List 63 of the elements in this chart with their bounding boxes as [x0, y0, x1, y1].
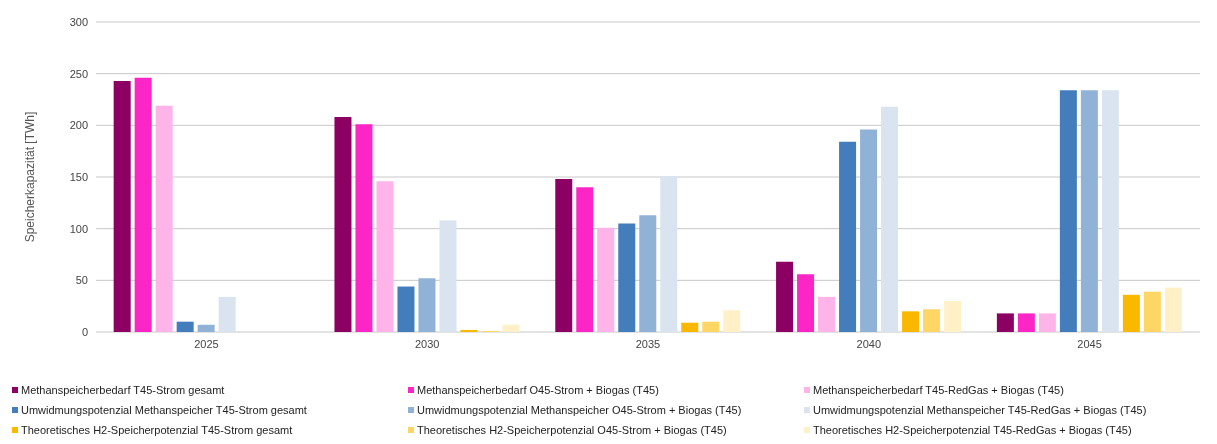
bar	[723, 310, 741, 332]
bar	[439, 220, 457, 332]
bar	[197, 324, 215, 332]
bar	[397, 286, 415, 332]
x-tick-label: 2040	[856, 337, 882, 350]
bar	[702, 321, 720, 332]
bar	[334, 117, 352, 332]
bar	[1164, 287, 1182, 332]
bar	[460, 329, 478, 332]
bar	[218, 296, 236, 332]
bar	[639, 215, 657, 332]
bar	[902, 311, 920, 332]
bar	[1101, 90, 1119, 332]
bar	[944, 301, 962, 332]
bar	[1122, 294, 1140, 332]
bar	[418, 278, 436, 332]
bar	[996, 313, 1014, 332]
bar	[1059, 90, 1077, 332]
legend-label: Methanspeicherbedarf T45-RedGas + Biogas (T45)	[813, 384, 1064, 396]
bar	[618, 223, 636, 332]
bar	[176, 321, 194, 332]
bar	[155, 105, 173, 332]
x-tick-label: 2035	[635, 337, 661, 350]
bar	[660, 175, 678, 332]
bar	[818, 296, 836, 332]
legend-label: Theoretisches H2-Speicherpotenzial T45-Strom gesamt	[21, 424, 293, 436]
y-tick-label: 250	[69, 67, 88, 80]
x-tick-label: 2025	[194, 337, 219, 350]
legend-label: Methanspeicherbedarf T45-Strom gesamt	[21, 384, 225, 396]
bar	[1038, 313, 1056, 332]
bar	[555, 179, 573, 332]
bar	[376, 181, 394, 332]
x-tick-label: 2030	[414, 337, 440, 350]
y-tick-label: 200	[69, 119, 88, 132]
x-tick-label: 2045	[1077, 337, 1102, 350]
bar	[502, 324, 520, 332]
bar	[134, 77, 152, 332]
y-tick-label: 50	[75, 274, 88, 287]
bar	[576, 187, 594, 332]
legend-label: Theoretisches H2-Speicherpotenzial T45-RedGas + Biogas (T45)	[813, 424, 1132, 436]
y-tick-label: 300	[69, 15, 88, 28]
y-tick-label: 100	[69, 222, 88, 235]
bar	[797, 274, 815, 332]
bar	[681, 322, 699, 332]
bar	[1080, 90, 1098, 332]
bar	[860, 129, 878, 332]
bar	[1017, 313, 1035, 332]
bar	[839, 141, 857, 332]
legend-label: Methanspeicherbedarf O45-Strom + Biogas (T45)	[417, 384, 659, 396]
legend-label: Umwidmungspotenzial Methanspeicher O45-Strom + Biogas (T45)	[417, 404, 742, 416]
bar	[923, 309, 941, 332]
bar	[881, 106, 899, 332]
legend-label: Theoretisches H2-Speicherpotenzial O45-Strom + Biogas (T45)	[417, 424, 727, 436]
legend-label: Umwidmungspotenzial Methanspeicher T45-Strom gesamt	[21, 404, 307, 416]
bar	[597, 227, 615, 332]
legend-label: Umwidmungspotenzial Methanspeicher T45-RedGas + Biogas (T45)	[813, 404, 1147, 416]
y-axis-title: Speicherkapazität [TWh]	[23, 111, 38, 243]
bar	[1143, 291, 1161, 332]
bar	[113, 80, 131, 332]
bar	[355, 124, 373, 332]
y-tick-label: 0	[81, 325, 88, 338]
y-tick-label: 150	[69, 170, 88, 183]
bar	[776, 261, 794, 332]
